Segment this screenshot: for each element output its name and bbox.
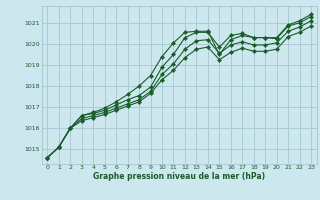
X-axis label: Graphe pression niveau de la mer (hPa): Graphe pression niveau de la mer (hPa) [93,172,265,181]
